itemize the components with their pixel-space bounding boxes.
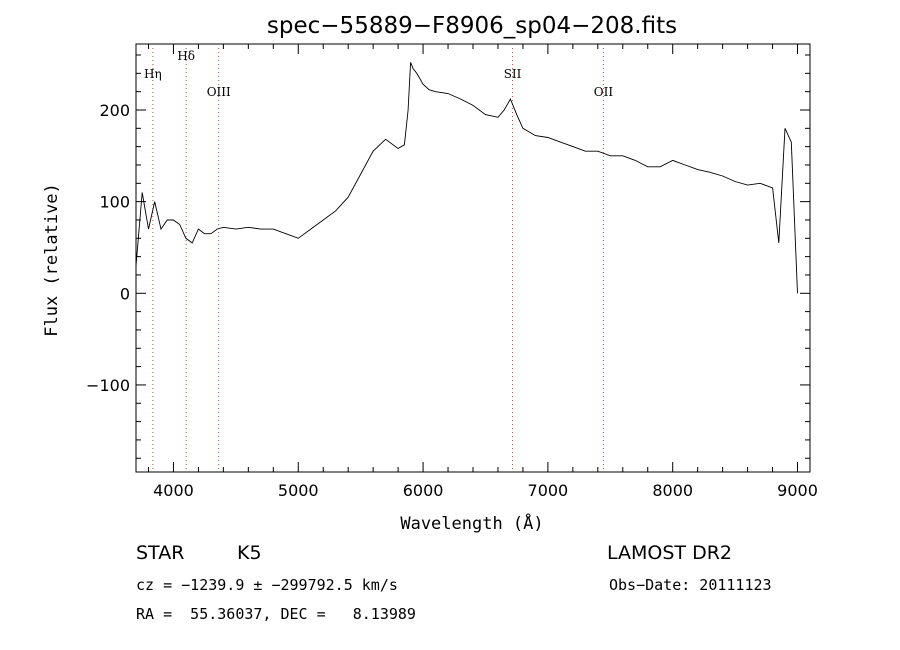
y-axis-label: Flux (relative): [42, 183, 62, 337]
y-tick-label: 0: [120, 284, 130, 303]
y-tick-label: −100: [86, 376, 130, 395]
object-class: STAR: [136, 542, 185, 564]
emission-line-label: OII: [594, 85, 614, 99]
y-tick-label: 200: [99, 101, 130, 120]
x-tick-label: 8000: [652, 481, 693, 500]
emission-line-label: SII: [504, 67, 522, 81]
x-tick-label: 7000: [528, 481, 569, 500]
x-tick-label: 4000: [153, 481, 194, 500]
chart-title: spec−55889−F8906_sp04−208.fits: [267, 13, 677, 39]
x-tick-label: 6000: [403, 481, 444, 500]
spectrum-line: [135, 62, 798, 294]
emission-line-label: Hδ: [177, 49, 195, 63]
plot-frame: [135, 43, 811, 473]
redshift-velocity: cz = −1239.9 ± −299792.5 km/s: [136, 576, 398, 594]
x-axis-label: Wavelength (Å): [400, 512, 543, 534]
x-axis-ticks: 4000 5000 6000 7000 8000 9000: [147, 44, 818, 500]
sky-coordinates: RA = 55.36037, DEC = 8.13989: [136, 605, 416, 623]
y-tick-label: 100: [99, 193, 130, 212]
emission-line-markers: Hη Hδ OIII SII OII: [144, 48, 613, 472]
survey-name: LAMOST DR2: [607, 542, 732, 564]
x-tick-label: 5000: [278, 481, 319, 500]
observation-date: Obs−Date: 20111123: [609, 576, 772, 594]
x-tick-label: 9000: [777, 481, 818, 500]
y-axis-ticks: −100 0 100 200: [86, 54, 810, 459]
emission-line-label: Hη: [144, 67, 162, 81]
emission-line-label: OIII: [207, 85, 231, 99]
object-subclass: K5: [237, 542, 262, 564]
